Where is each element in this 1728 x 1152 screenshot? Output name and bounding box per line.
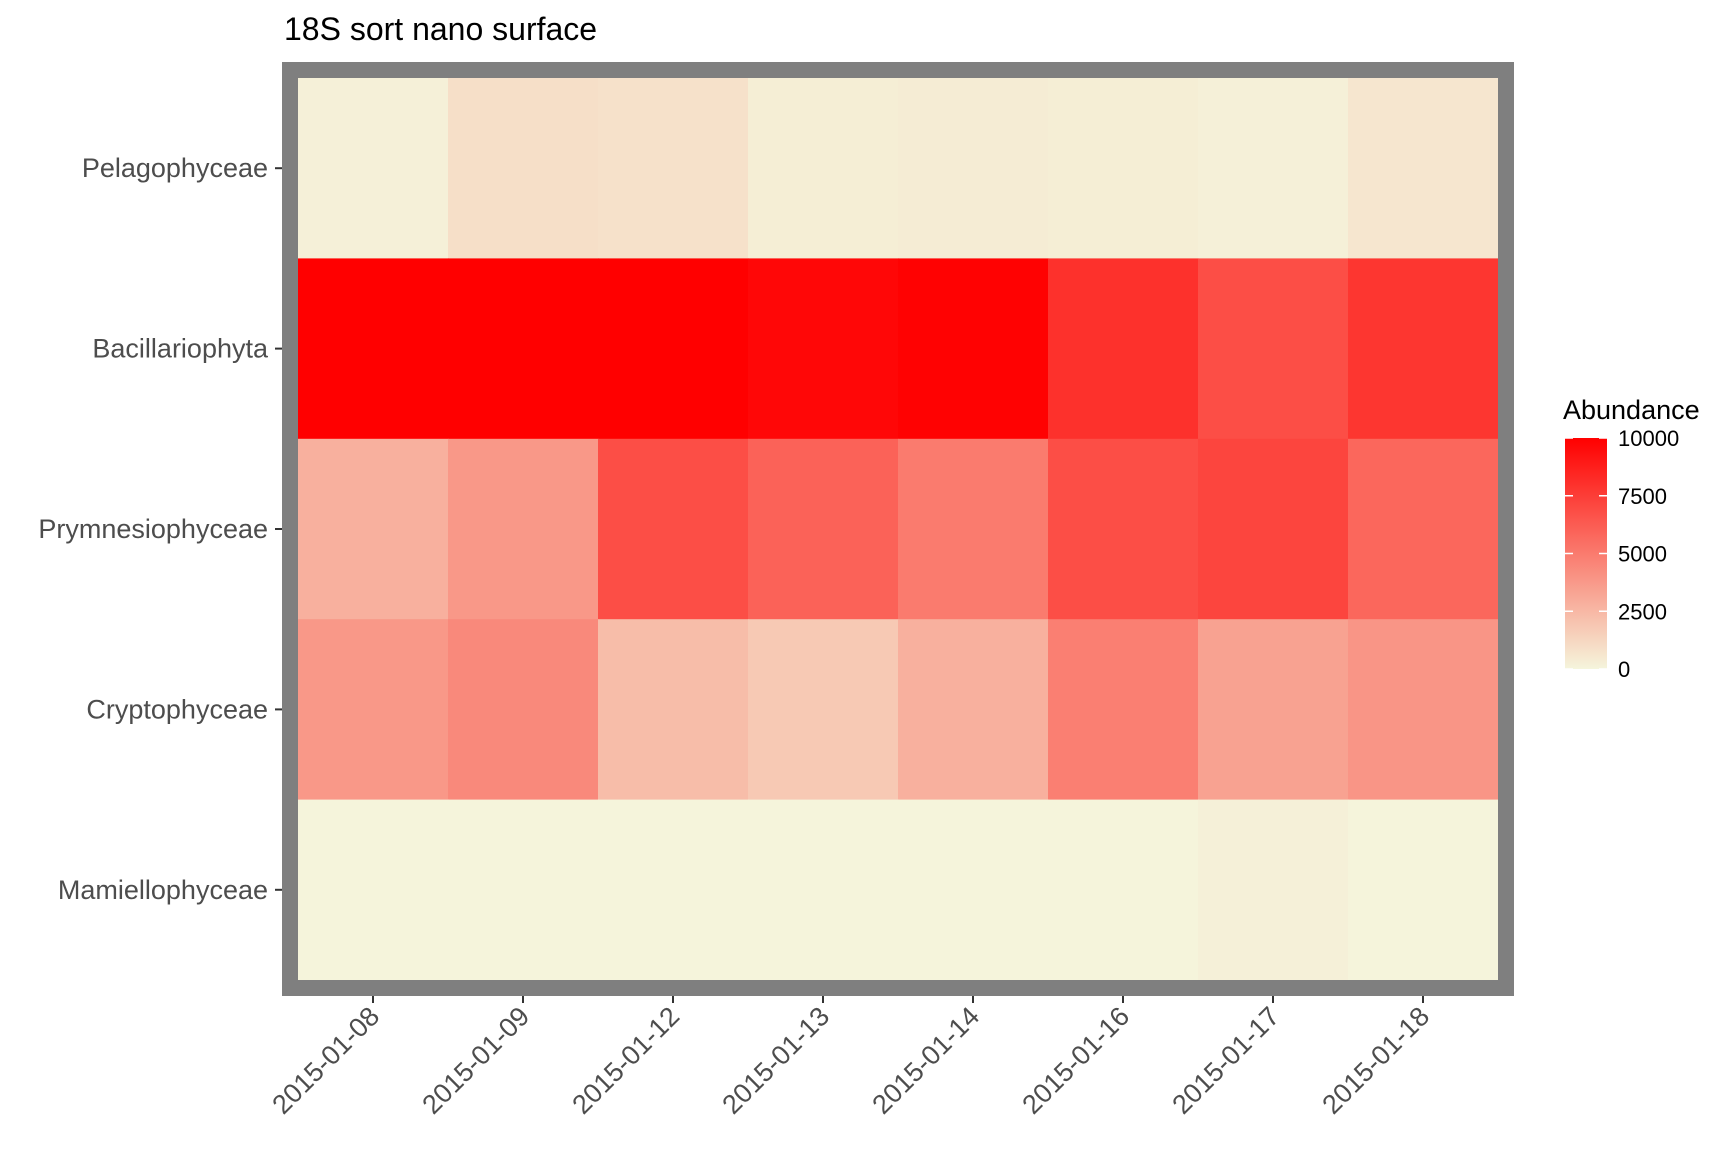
heatmap-cell [448,258,599,440]
legend-title: Abundance [1563,395,1700,425]
heatmap-cell [748,619,899,801]
y-tick-label: Prymnesiophyceae [38,514,268,544]
heatmap-cell [1348,258,1499,440]
heatmap-cell [1198,258,1349,440]
legend-tick-label: 10000 [1618,426,1679,451]
heatmap-cell [598,438,749,620]
heatmap-cell [1348,619,1499,801]
heatmap-cell [748,438,899,620]
heatmap-cell [1198,619,1349,801]
heatmap-cell [298,258,449,440]
heatmap-cell [598,799,749,981]
x-tick-label: 2015-01-18 [1316,1001,1435,1120]
x-tick-label: 2015-01-16 [1016,1001,1135,1120]
heatmap-cell [898,438,1049,620]
heatmap-cell [898,258,1049,440]
legend-tick-label: 2500 [1618,599,1667,624]
heatmap-cell [1048,438,1199,620]
heatmap-cell [1048,78,1199,259]
heatmap-cell [1048,258,1199,440]
legend-tick-label: 0 [1618,657,1630,682]
heatmap-cell [898,619,1049,801]
heatmap-cell [748,258,899,440]
x-tick-label: 2015-01-12 [566,1001,685,1120]
y-tick-label: Bacillariophyta [92,334,269,364]
heatmap-cell [448,438,599,620]
y-axis: Pelagophyceae Bacillariophyta Prymnesiophy… [38,153,282,905]
heatmap-cell [298,78,449,259]
legend-tick-label: 5000 [1618,542,1667,567]
heatmap-cell [1198,438,1349,620]
heatmap-cell [1348,438,1499,620]
legend: Abundance 10000 7500 5000 2500 0 [1563,395,1700,682]
heatmap-cell [448,619,599,801]
chart-title: 18S sort nano surface [284,11,597,47]
y-tick-label: Pelagophyceae [82,153,268,183]
heatmap-cell [1348,78,1499,259]
x-tick-label: 2015-01-09 [416,1001,535,1120]
heatmap-cell [298,438,449,620]
heatmap-cell [1348,799,1499,981]
x-tick-label: 2015-01-08 [266,1001,385,1120]
heatmap-cells [298,78,1499,981]
heatmap-cell [748,799,899,981]
heatmap-cell [898,799,1049,981]
legend-tick-label: 7500 [1618,484,1667,509]
heatmap-cell [748,78,899,259]
heatmap-cell [1048,799,1199,981]
x-tick-label: 2015-01-14 [866,1001,985,1120]
heatmap-cell [448,799,599,981]
heatmap-cell [1198,799,1349,981]
heatmap-cell [598,78,749,259]
heatmap-cell [898,78,1049,259]
y-tick-label: Cryptophyceae [86,694,268,724]
heatmap-cell [1048,619,1199,801]
heatmap-cell [298,619,449,801]
y-tick-label: Mamiellophyceae [58,875,268,905]
legend-ticks: 10000 7500 5000 2500 0 [1565,426,1679,682]
heatmap-cell [598,619,749,801]
heatmap-cell [1198,78,1349,259]
x-tick-label: 2015-01-17 [1166,1001,1285,1120]
heatmap-cell [598,258,749,440]
heatmap-cell [448,78,599,259]
panel-border [282,62,1514,996]
heatmap-cell [298,799,449,981]
x-axis: 2015-01-08 2015-01-09 2015-01-12 2015-01-13… [266,996,1435,1120]
x-tick-label: 2015-01-13 [716,1001,835,1120]
